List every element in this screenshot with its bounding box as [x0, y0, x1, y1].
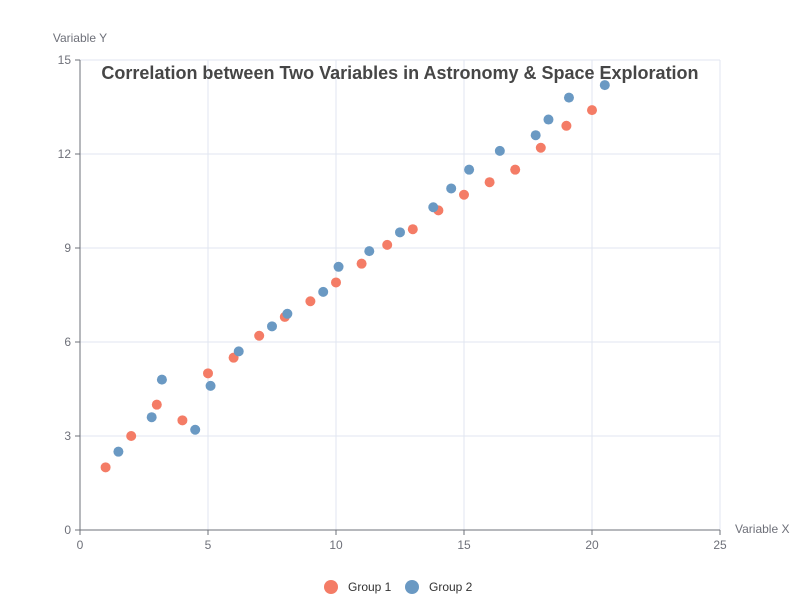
scatter-point-group-1[interactable] [331, 277, 341, 288]
scatter-point-group-2[interactable] [446, 183, 457, 194]
scatter-point-group-1[interactable] [203, 368, 213, 379]
x-tick-label: 15 [457, 538, 471, 552]
scatter-point-group-1[interactable] [407, 224, 418, 235]
scatter-point-group-1[interactable] [151, 399, 162, 410]
x-axis-label: Variable X [735, 522, 789, 536]
scatter-point-group-2[interactable] [146, 412, 157, 423]
scatter-point-group-2[interactable] [428, 202, 439, 213]
scatter-point-group-1[interactable] [535, 142, 546, 153]
scatter-point-group-2[interactable] [395, 227, 405, 238]
y-axis-label: Variable Y [53, 31, 107, 45]
y-tick-label: 15 [58, 53, 72, 67]
scatter-point-group-2[interactable] [233, 346, 244, 357]
scatter-point-group-2[interactable] [267, 321, 277, 332]
y-tick-label: 9 [64, 241, 71, 255]
scatter-point-group-1[interactable] [356, 258, 367, 269]
scatter-point-group-1[interactable] [126, 431, 137, 441]
scatter-point-group-2[interactable] [464, 164, 475, 175]
scatter-point-group-2[interactable] [543, 114, 554, 125]
scatter-point-group-1[interactable] [587, 105, 597, 116]
scatter-point-group-2[interactable] [113, 446, 124, 457]
legend: Group 1 Group 2 [324, 580, 473, 594]
y-tick-label: 0 [64, 523, 71, 537]
scatter-point-group-2[interactable] [156, 374, 167, 385]
scatter-point-group-2[interactable] [599, 80, 610, 91]
scatter-point-group-2[interactable] [333, 261, 344, 272]
scatter-point-group-2[interactable] [494, 145, 505, 156]
scatter-point-group-1[interactable] [177, 415, 188, 426]
scatter-point-group-2[interactable] [318, 286, 329, 297]
x-tick-label: 10 [329, 538, 343, 552]
legend-label: Group 1 [348, 580, 392, 594]
scatter-point-group-1[interactable] [305, 296, 316, 307]
legend-label: Group 2 [429, 580, 473, 594]
legend-marker [405, 580, 419, 594]
chart-title: Correlation between Two Variables in Ast… [101, 63, 698, 83]
scatter-point-group-1[interactable] [459, 189, 469, 200]
scatter-point-group-1[interactable] [382, 239, 393, 250]
x-tick-label: 25 [713, 538, 727, 552]
legend-item-group-1[interactable]: Group 1 [324, 580, 392, 594]
legend-marker [324, 580, 338, 594]
y-tick-label: 6 [64, 335, 71, 349]
scatter-point-group-2[interactable] [530, 130, 541, 141]
x-tick-label: 0 [77, 538, 84, 552]
axes: 0 5 10 15 20 25 0 3 6 9 12 15 [58, 53, 727, 552]
scatter-point-group-1[interactable] [254, 330, 265, 341]
scatter-point-group-1[interactable] [484, 177, 495, 188]
scatter-point-group-2[interactable] [364, 246, 375, 257]
y-tick-label: 12 [58, 147, 72, 161]
scatter-point-group-1[interactable] [561, 120, 572, 131]
scatter-point-group-2[interactable] [563, 92, 574, 103]
x-tick-label: 20 [585, 538, 599, 552]
scatter-point-group-1[interactable] [510, 164, 521, 175]
data-points [100, 80, 610, 473]
scatter-point-group-2[interactable] [190, 424, 201, 435]
grid-lines [80, 59, 721, 530]
scatter-point-group-2[interactable] [282, 308, 293, 319]
legend-item-group-2[interactable]: Group 2 [405, 580, 473, 594]
y-tick-label: 3 [64, 429, 71, 443]
scatter-point-group-2[interactable] [205, 380, 216, 391]
x-tick-label: 5 [205, 538, 212, 552]
scatter-point-group-1[interactable] [100, 462, 111, 473]
